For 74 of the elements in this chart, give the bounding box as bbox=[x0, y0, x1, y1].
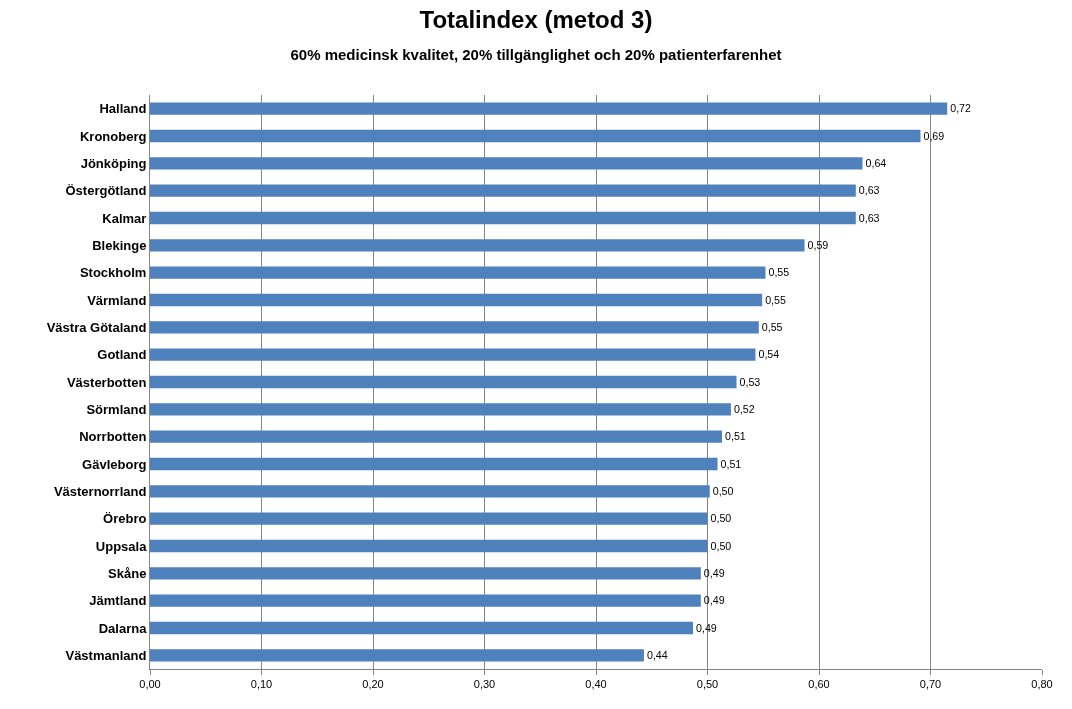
data-label: 0,44 bbox=[646, 649, 668, 662]
x-tick-label: 0,20 bbox=[362, 678, 384, 691]
data-label: 0,63 bbox=[858, 184, 880, 197]
bar bbox=[150, 184, 856, 197]
y-tick-label: Sörmland bbox=[86, 401, 147, 417]
data-label: 0,51 bbox=[720, 457, 742, 470]
y-tick-label: Östergötland bbox=[65, 183, 147, 199]
bar bbox=[150, 457, 718, 471]
x-tick-label: 0,50 bbox=[696, 678, 719, 691]
y-tick-label: Örebro bbox=[103, 511, 147, 527]
data-label: 0,69 bbox=[923, 129, 945, 142]
chart-subtitle: 60% medicinsk kvalitet, 20% tillgänglighet och 20% patienterfarenhet bbox=[290, 45, 782, 63]
data-label: 0,55 bbox=[768, 266, 790, 279]
bar bbox=[150, 102, 948, 115]
data-label: 0,55 bbox=[761, 321, 783, 334]
y-tick-label: Jämtland bbox=[89, 593, 147, 609]
x-tick-label: 0,60 bbox=[808, 678, 830, 691]
chart-title: Totalindex (metod 3) bbox=[419, 6, 653, 34]
data-label: 0,63 bbox=[858, 211, 880, 224]
y-tick-label: Gotland bbox=[97, 347, 147, 363]
bar bbox=[150, 293, 763, 307]
data-label: 0,52 bbox=[733, 403, 755, 416]
data-label: 0,59 bbox=[807, 239, 829, 252]
y-tick-label: Skåne bbox=[108, 565, 147, 581]
x-tick-label: 0,80 bbox=[1031, 678, 1053, 691]
data-label: 0,50 bbox=[710, 539, 732, 552]
y-tick-label: Kronoberg bbox=[79, 128, 147, 144]
y-tick-label: Stockholm bbox=[79, 265, 147, 281]
y-tick-label: Värmland bbox=[87, 292, 147, 308]
y-tick-label: Västerbotten bbox=[66, 374, 147, 390]
bar bbox=[150, 430, 722, 443]
bar bbox=[150, 375, 737, 389]
bar bbox=[150, 239, 805, 252]
y-tick-label: Gävleborg bbox=[82, 456, 147, 472]
bar bbox=[150, 403, 731, 416]
y-tick-label: Västernorrland bbox=[53, 483, 147, 499]
data-label: 0,51 bbox=[725, 430, 746, 443]
y-tick-label: Uppsala bbox=[95, 538, 148, 554]
data-label: 0,54 bbox=[758, 348, 780, 361]
bar bbox=[150, 157, 863, 170]
bar bbox=[150, 348, 756, 361]
data-label: 0,53 bbox=[739, 375, 761, 388]
data-label: 0,49 bbox=[703, 594, 725, 607]
data-label: 0,50 bbox=[712, 485, 734, 498]
y-tick-label: Västra Götaland bbox=[46, 319, 147, 335]
bar bbox=[150, 621, 694, 635]
y-tick-label: Blekinge bbox=[92, 237, 147, 253]
bar bbox=[150, 321, 759, 334]
data-label: 0,64 bbox=[865, 157, 887, 170]
bar bbox=[150, 539, 708, 553]
x-tick-label: 0,00 bbox=[139, 678, 161, 691]
bar bbox=[150, 485, 710, 498]
y-tick-label: Dalarna bbox=[98, 620, 148, 636]
x-tick-label: 0,10 bbox=[250, 678, 273, 691]
bar bbox=[150, 129, 921, 143]
y-tick-label: Kalmar bbox=[102, 210, 147, 226]
x-tick-label: 0,40 bbox=[585, 678, 607, 691]
y-tick-label: Norrbotten bbox=[79, 429, 147, 445]
y-tick-label: Halland bbox=[99, 101, 147, 117]
x-tick-label: 0,70 bbox=[919, 678, 942, 691]
bar bbox=[150, 594, 701, 607]
data-label: 0,49 bbox=[696, 621, 717, 634]
bar bbox=[150, 649, 644, 662]
data-label: 0,55 bbox=[765, 293, 786, 306]
bar bbox=[150, 567, 701, 580]
bar bbox=[150, 211, 856, 225]
data-label: 0,50 bbox=[710, 512, 732, 525]
bar bbox=[150, 266, 766, 279]
y-tick-label: Jönköping bbox=[80, 155, 147, 171]
bar bbox=[150, 512, 708, 525]
y-tick-label: Västmanland bbox=[65, 647, 147, 663]
x-tick-label: 0,30 bbox=[473, 678, 496, 691]
data-label: 0,72 bbox=[950, 102, 972, 115]
data-label: 0,49 bbox=[703, 567, 725, 580]
